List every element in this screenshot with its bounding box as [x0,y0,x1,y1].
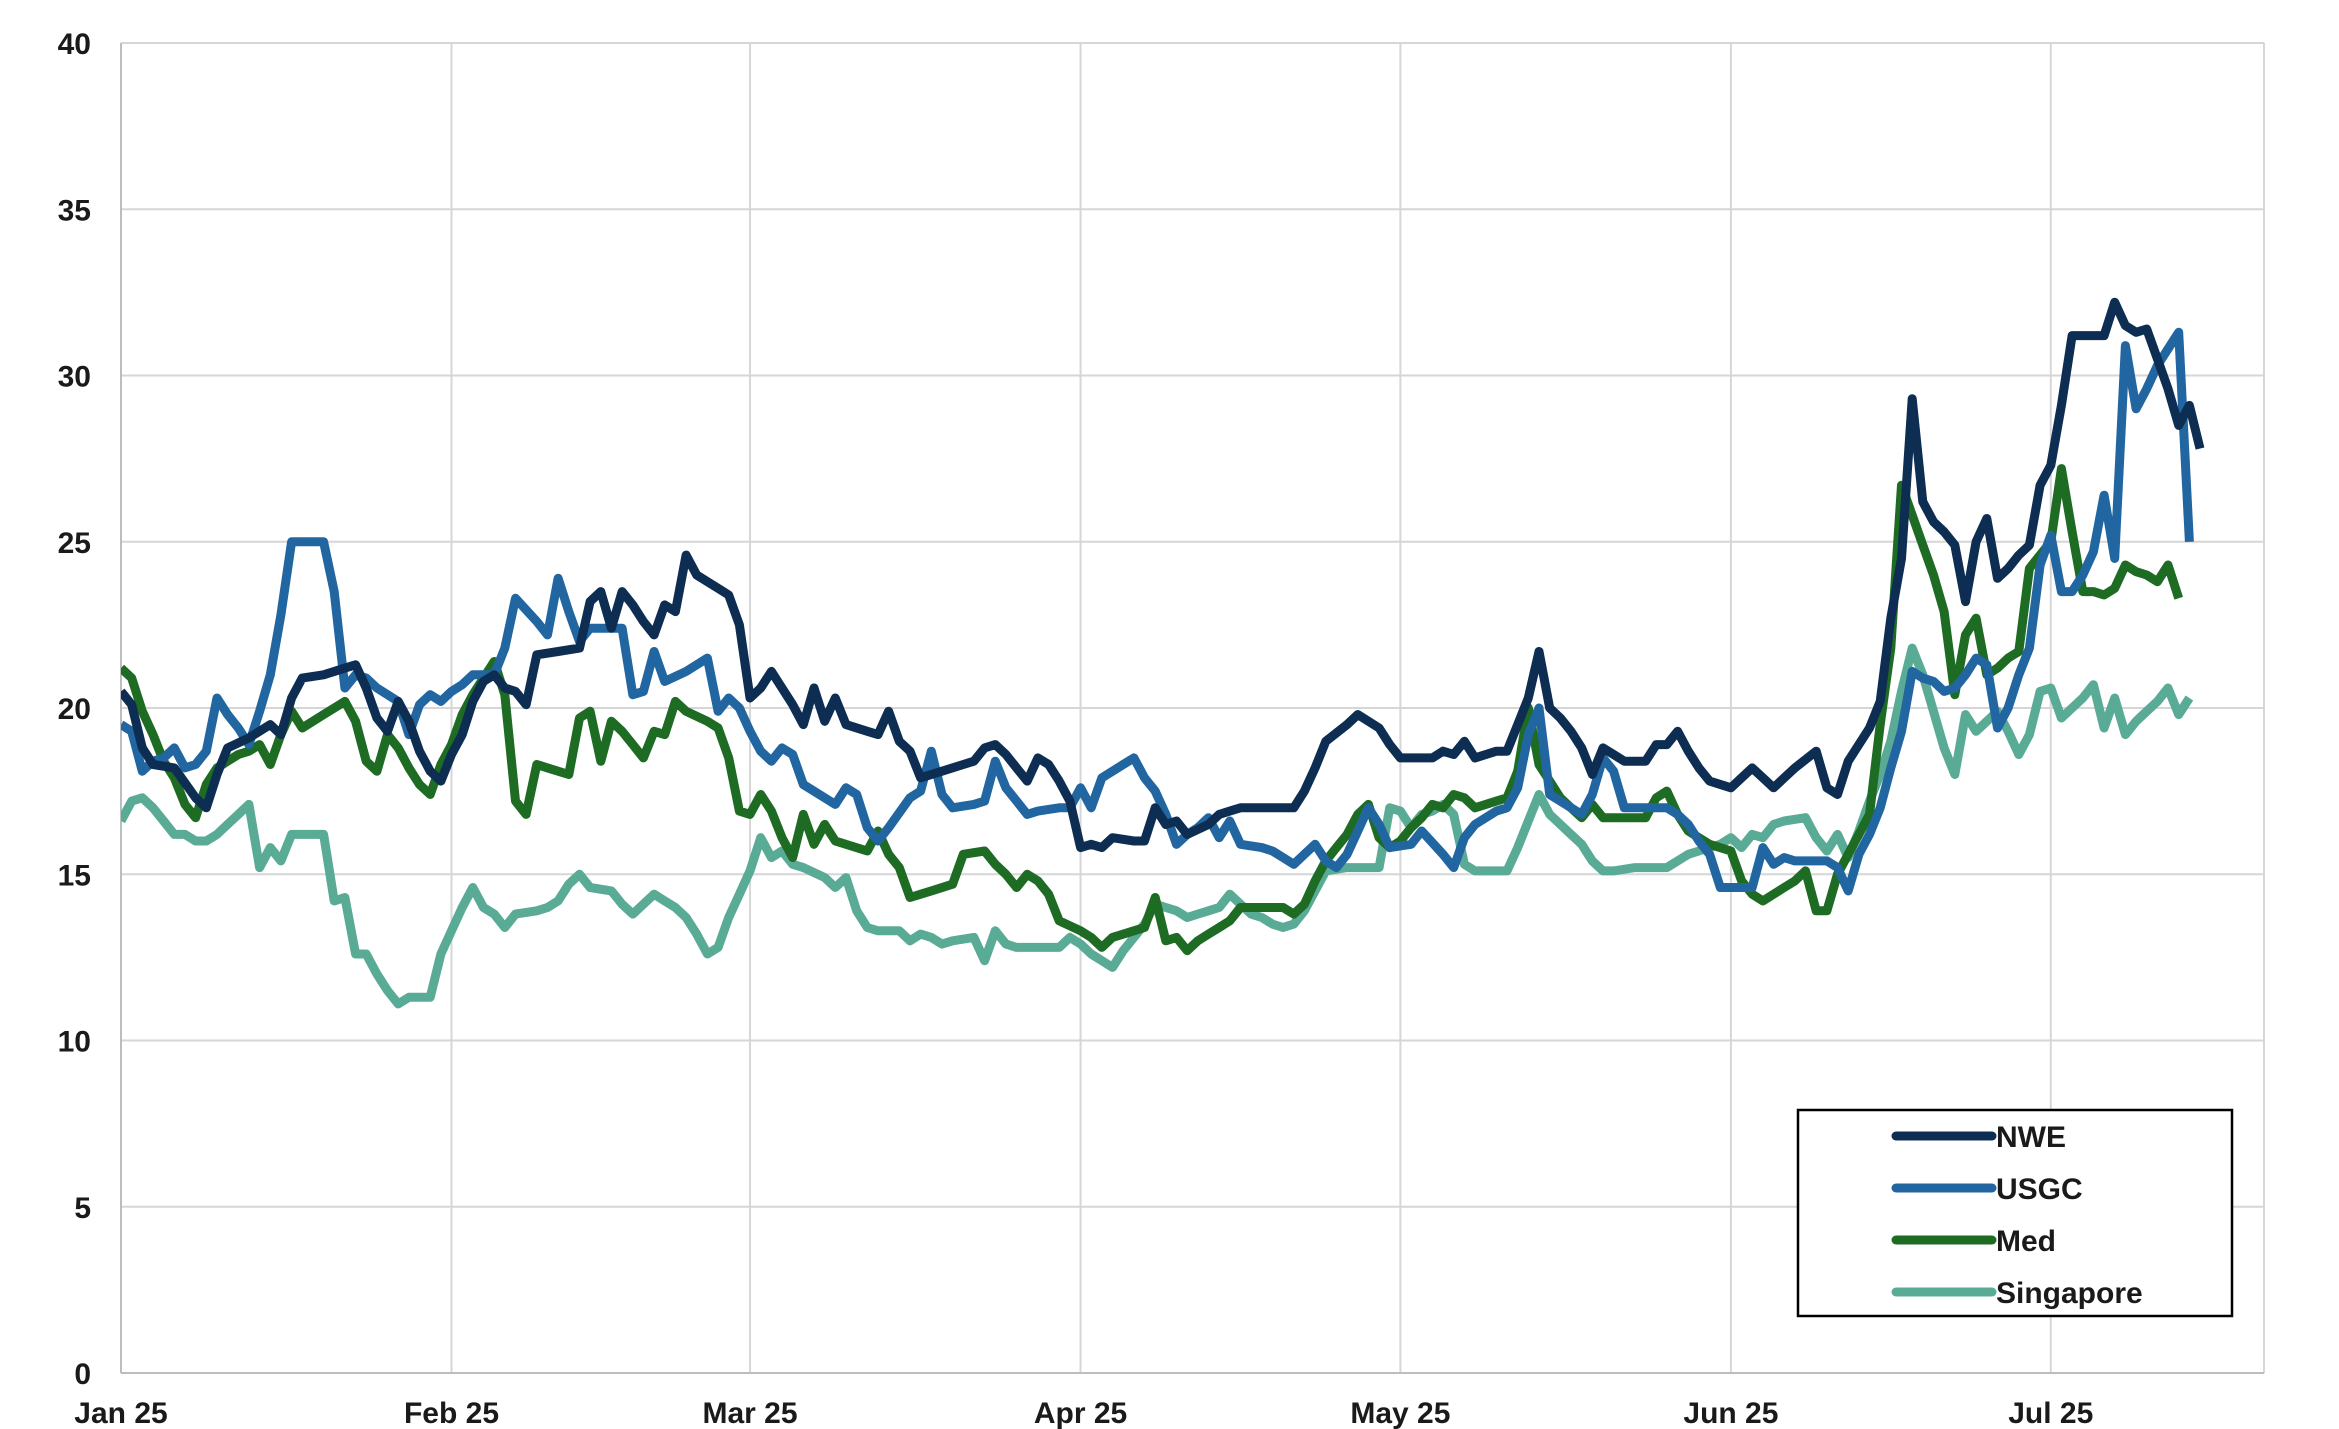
legend-label-singapore: Singapore [1996,1277,2143,1310]
y-tick-label: 20 [58,693,91,726]
y-tick-label: 15 [58,859,91,892]
series-line-usgc [121,327,2194,896]
legend: NWE USGC Med Singapore [1796,1108,2234,1318]
legend-label-usgc: USGC [1996,1173,2083,1206]
series-line-nwe [121,297,2205,853]
y-tick-label: 35 [58,194,91,227]
y-tick-label: 25 [58,527,91,560]
legend-box [1796,1108,2234,1318]
x-tick-label: Mar 25 [703,1397,798,1429]
y-tick-label: 30 [58,361,91,394]
y-tick-label: 40 [58,28,91,61]
x-tick-label: Jul 25 [2008,1397,2093,1429]
x-tick-label: Jan 25 [74,1397,167,1429]
series-line-med [121,464,2183,956]
y-tick-label: 10 [58,1026,91,1059]
series-layer [121,297,2205,1009]
x-tick-label: May 25 [1350,1397,1450,1429]
legend-label-nwe: NWE [1996,1121,2066,1154]
y-tick-label: 5 [74,1192,91,1225]
x-tick-label: Jun 25 [1683,1397,1778,1429]
y-tick-label: 0 [74,1358,91,1391]
axes: 0 5 10 15 20 25 30 35 40 Jan 25 Feb 25 Mar 25 Apr 25… [58,28,2264,1429]
x-tick-label: Apr 25 [1034,1397,1127,1429]
x-tick-label: Feb 25 [404,1397,499,1429]
legend-label-med: Med [1996,1225,2056,1258]
